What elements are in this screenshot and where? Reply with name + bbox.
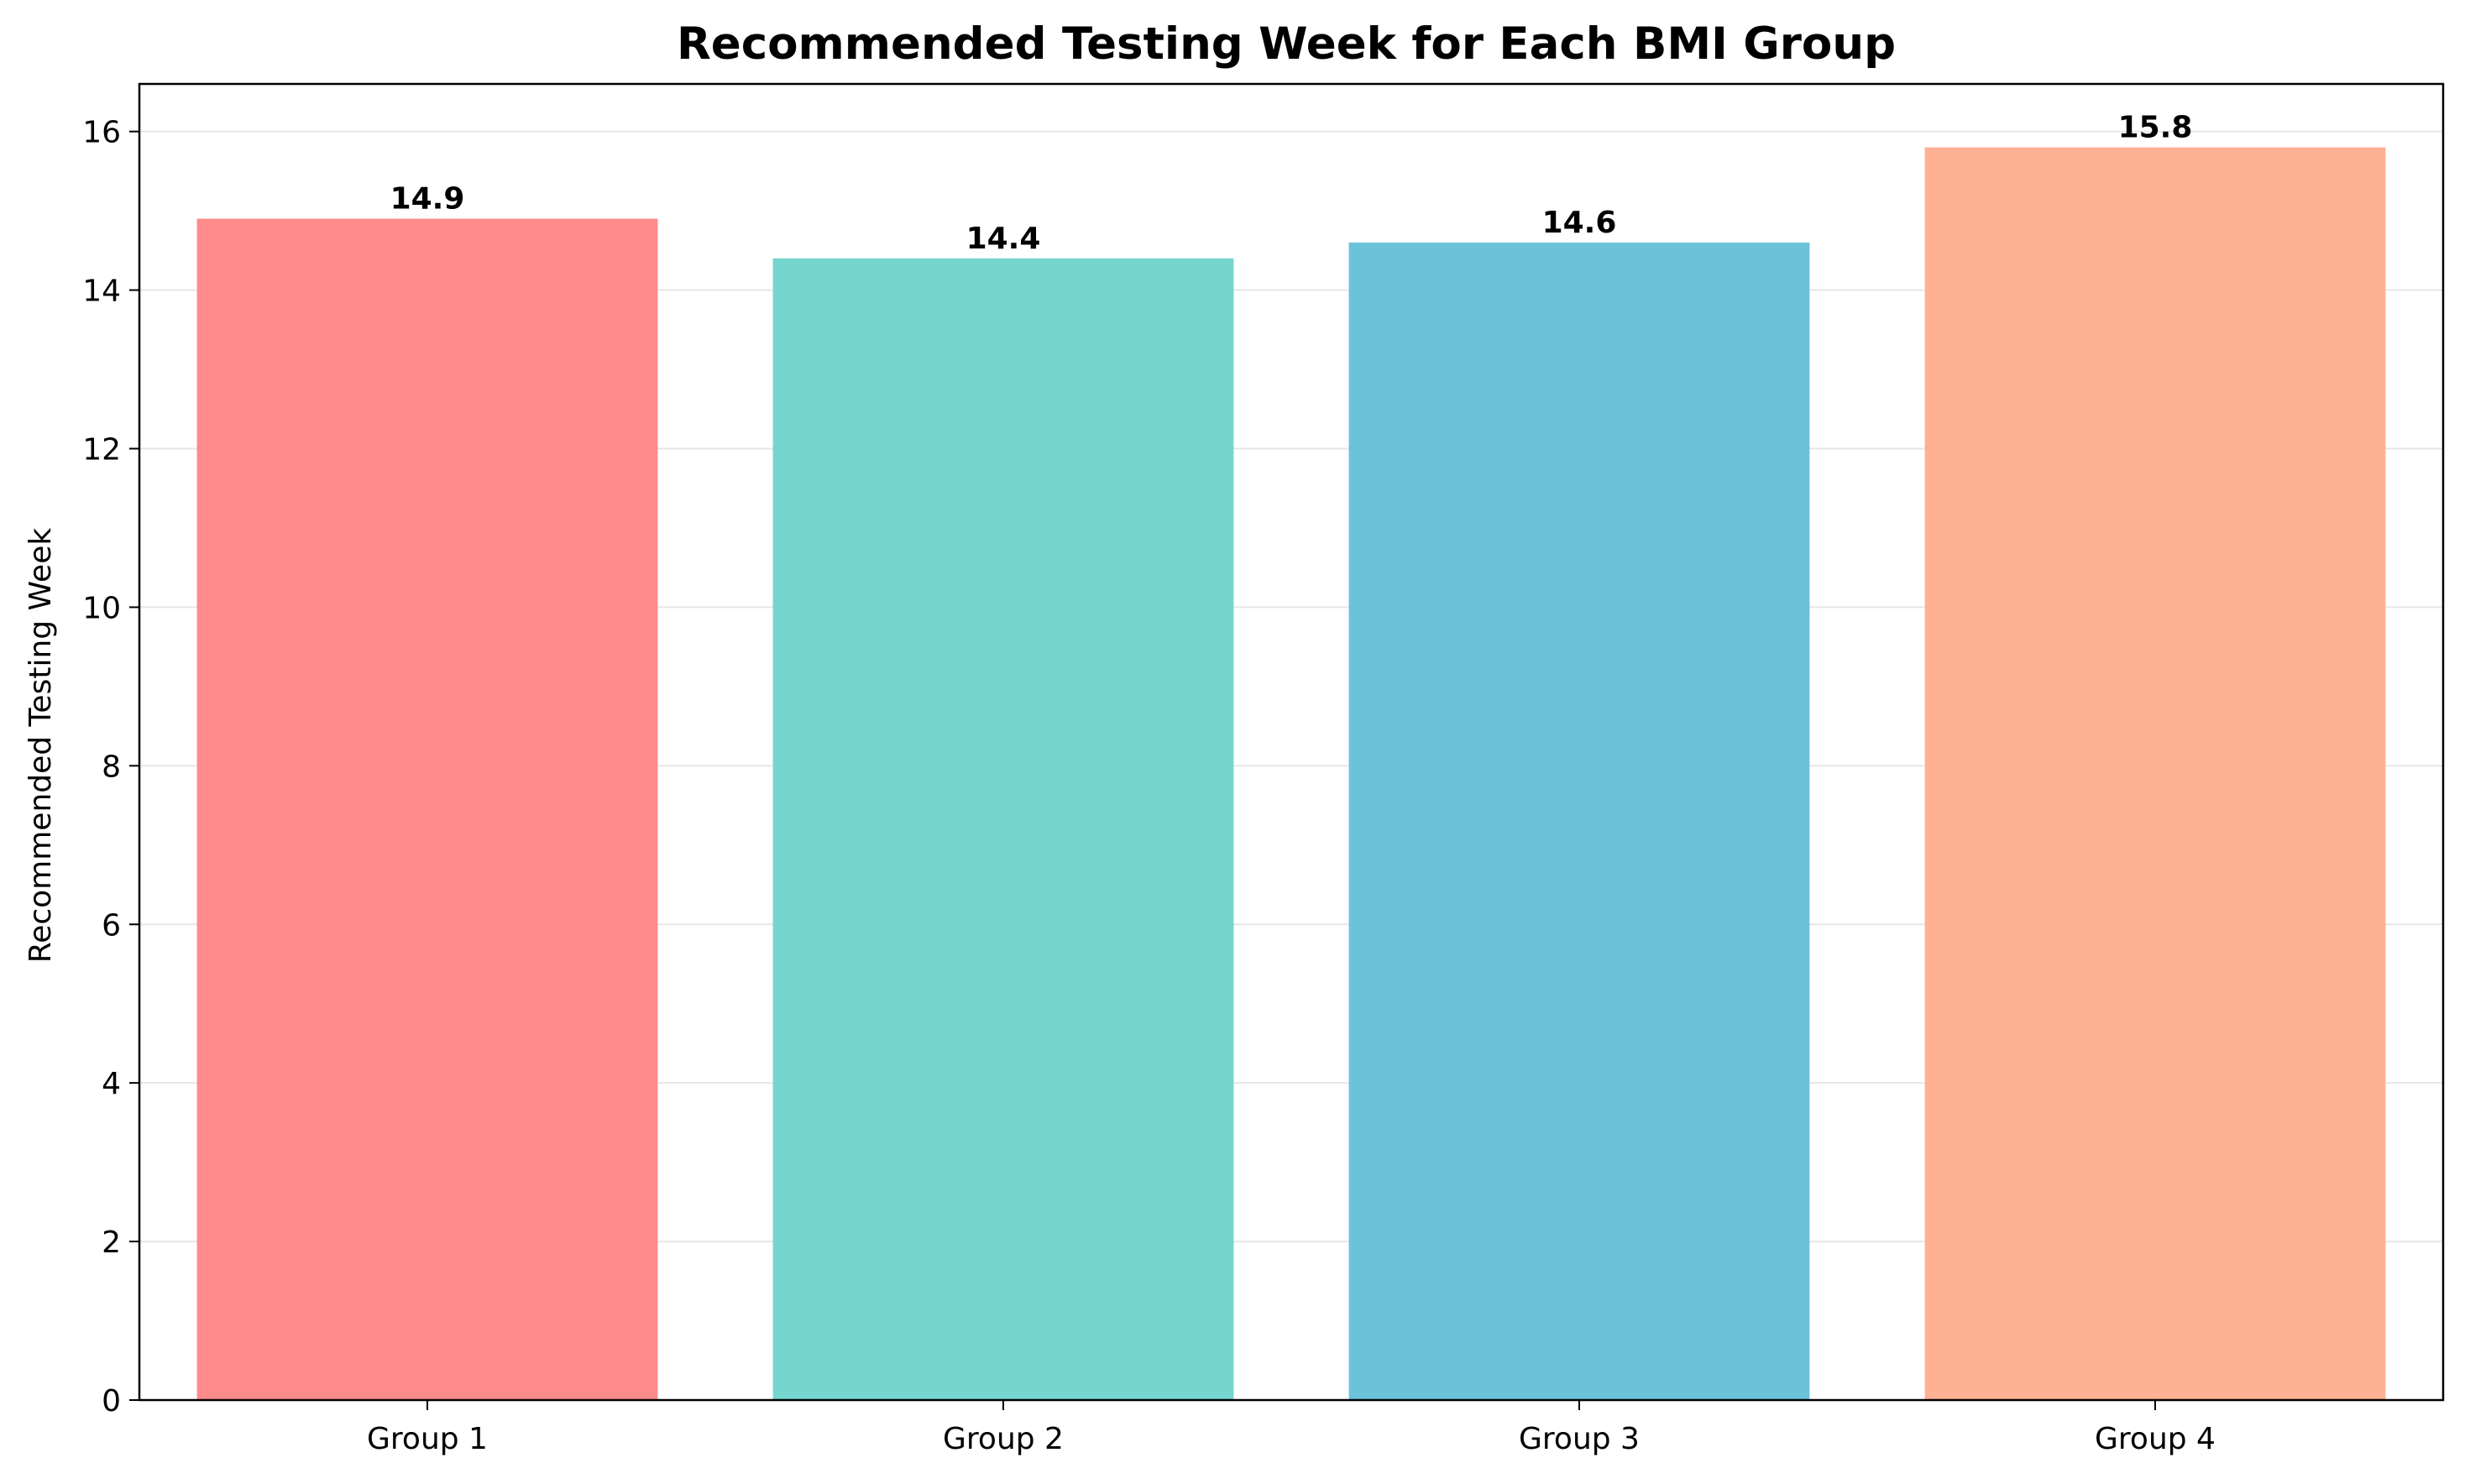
y-tick-label: 8 [102, 750, 121, 784]
bar-group-4 [1924, 147, 2386, 1400]
bar-value-label: 14.6 [1542, 206, 1617, 240]
bar-value-label: 14.9 [390, 182, 465, 217]
y-axis-label: Recommended Testing Week [24, 528, 58, 964]
data-labels: 14.9 14.4 14.6 15.8 [390, 111, 2193, 256]
y-tick-label: 14 [82, 274, 121, 309]
plot-frame [138, 82, 2445, 1402]
y-tick-label: 16 [82, 116, 121, 150]
chart-title: Recommended Testing Week for Each BMI Gr… [677, 18, 1896, 70]
axes: 0 2 4 6 8 10 12 14 16 Group 1 Group 2 Group 3 Group … [82, 82, 2445, 1456]
bars [196, 147, 2386, 1400]
bar-value-label: 14.4 [966, 222, 1041, 256]
bar-group-1 [196, 218, 658, 1400]
y-tick-label: 12 [82, 433, 121, 468]
x-tick-label: Group 2 [943, 1422, 1064, 1456]
y-tick-label: 2 [102, 1225, 121, 1260]
x-tick-label: Group 1 [367, 1422, 488, 1456]
bar-value-label: 15.8 [2118, 111, 2193, 145]
y-tick-label: 4 [102, 1067, 121, 1101]
y-tick-label: 10 [82, 591, 121, 625]
bar-group-3 [1348, 242, 1810, 1400]
y-tick-label: 0 [102, 1384, 121, 1419]
y-tick-label: 6 [102, 908, 121, 943]
x-tick-label: Group 3 [1519, 1422, 1640, 1456]
bar-group-2 [772, 258, 1234, 1400]
x-tick-label: Group 4 [2095, 1422, 2216, 1456]
